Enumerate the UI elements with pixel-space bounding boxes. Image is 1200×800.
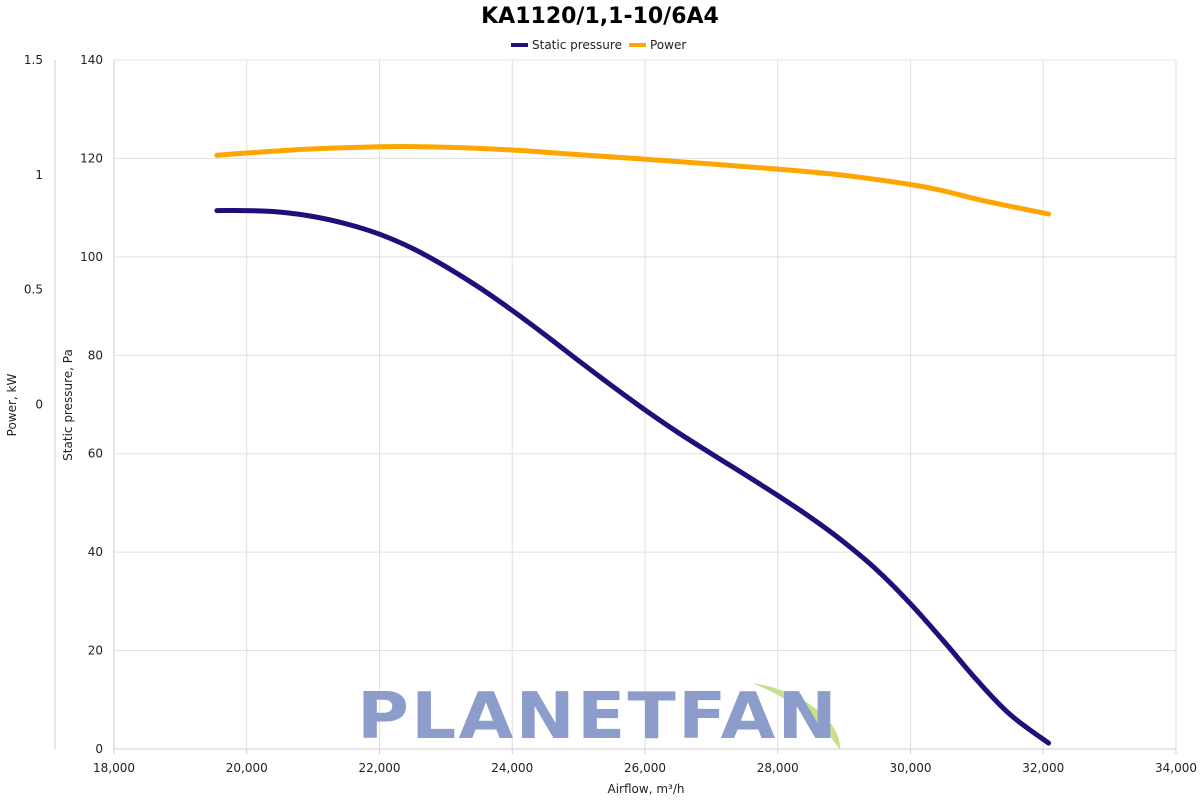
- grid: [114, 59, 1177, 749]
- legend: Static pressure Power: [511, 38, 686, 52]
- pressure-tick-label: 20: [88, 644, 103, 658]
- x-tick-label: 20,000: [226, 761, 268, 775]
- pressure-tick-label: 40: [88, 545, 103, 559]
- tick-labels: 18,000 20,000 22,000 24,000 26,000 28,000 30,0…: [24, 53, 1197, 775]
- x-tick-label: 18,000: [93, 761, 135, 775]
- x-tick-label: 28,000: [757, 761, 799, 775]
- power-tick-label: 1.5: [24, 53, 43, 67]
- watermark: PLANETFAN: [357, 680, 841, 754]
- legend-static-pressure-label: Static pressure: [532, 38, 622, 52]
- watermark-leaf-icon: [752, 683, 841, 750]
- power-tick-label: 0.5: [24, 283, 43, 297]
- pressure-tick-label: 120: [80, 151, 103, 165]
- pressure-tick-label: 80: [88, 348, 103, 362]
- pressure-axis-label: Static pressure, Pa: [61, 349, 75, 461]
- x-axis-label: Airflow, m³/h: [608, 782, 685, 796]
- legend-power-label: Power: [650, 38, 686, 52]
- x-tick-label: 32,000: [1022, 761, 1064, 775]
- power-line: [214, 144, 1052, 217]
- x-tick-label: 22,000: [359, 761, 401, 775]
- power-axis-label: Power, kW: [5, 374, 19, 437]
- pressure-tick-label: 100: [80, 250, 103, 264]
- static-pressure-line: [214, 207, 1052, 746]
- pressure-tick-label: 0: [95, 742, 103, 756]
- x-tick-label: 26,000: [624, 761, 666, 775]
- series: [214, 144, 1052, 746]
- x-tick-label: 30,000: [890, 761, 932, 775]
- pressure-tick-label: 60: [88, 447, 103, 461]
- pressure-tick-label: 140: [80, 53, 103, 67]
- chart-title: KA1120/1,1-10/6A4: [481, 4, 719, 29]
- power-tick-label: 0: [35, 398, 43, 412]
- axes: [54, 60, 1176, 750]
- watermark-text: PLANETFAN: [357, 680, 839, 754]
- power-tick-label: 1: [35, 168, 43, 182]
- x-tick-label: 24,000: [491, 761, 533, 775]
- x-tick-label: 34,000: [1155, 761, 1197, 775]
